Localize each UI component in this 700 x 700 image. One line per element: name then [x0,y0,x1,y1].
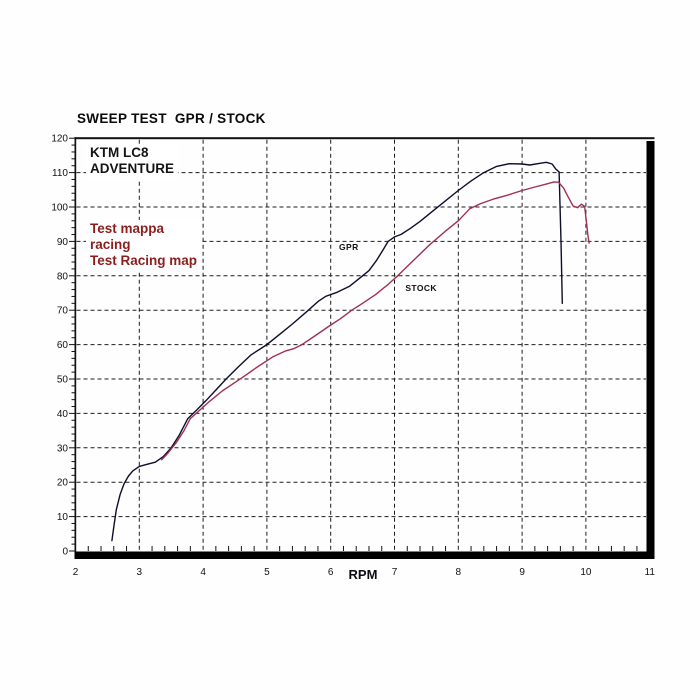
svg-text:120: 120 [51,134,68,145]
map-note-line1: Test mappa [90,221,165,236]
map-note-line3: Test Racing map [90,253,198,268]
bike-model-annotation: KTM LC8 ADVENTURE [86,144,179,179]
svg-text:40: 40 [57,409,69,420]
svg-text:20: 20 [57,478,69,489]
bike-model-line2: ADVENTURE [90,161,175,176]
svg-text:110: 110 [52,168,68,179]
map-note-line2: racing [90,237,131,252]
svg-text:3: 3 [137,567,143,578]
svg-text:11: 11 [645,567,656,578]
svg-text:80: 80 [57,271,69,282]
svg-text:10: 10 [580,567,592,578]
map-note-annotation: Test mappa racing Test Racing map [86,220,202,271]
svg-text:60: 60 [57,340,69,351]
x-axis-title: RPM [348,567,378,582]
bike-model-line1: KTM LC8 [90,145,149,160]
svg-text:9: 9 [519,567,525,578]
svg-text:2: 2 [73,567,79,578]
svg-text:0: 0 [62,547,68,558]
svg-text:7: 7 [392,567,398,578]
svg-text:4: 4 [200,567,206,578]
svg-text:30: 30 [57,443,69,454]
svg-text:50: 50 [57,375,69,386]
svg-text:8: 8 [456,567,462,578]
svg-text:10: 10 [57,512,69,523]
svg-text:100: 100 [51,203,68,214]
gpr-curve-label: GPR [338,241,359,252]
svg-text:90: 90 [57,237,69,248]
stock-curve-label: STOCK [405,282,437,293]
svg-text:6: 6 [328,567,334,578]
chart-title: SWEEP TEST GPR / STOCK [77,111,266,126]
svg-text:5: 5 [264,567,270,578]
svg-text:70: 70 [57,306,69,317]
